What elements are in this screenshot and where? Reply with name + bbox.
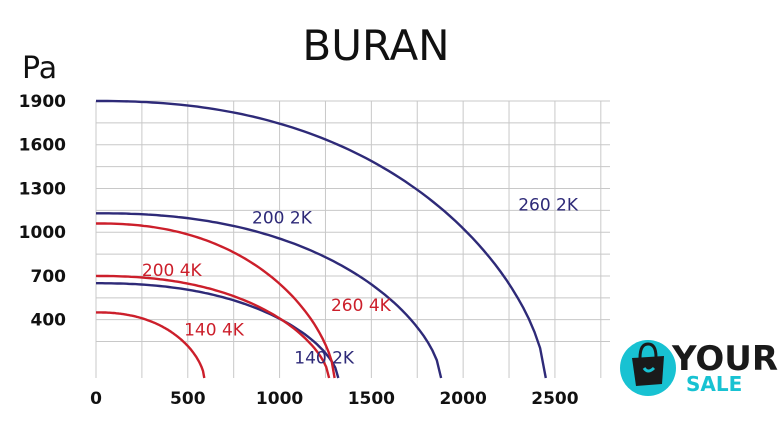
x-tick-label: 0	[90, 389, 102, 409]
series-curve	[96, 282, 340, 379]
x-tick-label: 1500	[348, 389, 395, 409]
curves	[95, 99, 547, 379]
series-label: 200 4K	[142, 261, 203, 281]
y-tick-label: 400	[31, 311, 67, 331]
y-tick-label: 1300	[19, 179, 66, 199]
series-curve	[95, 274, 331, 379]
y-axis-unit: Pa	[22, 51, 57, 86]
x-tick-label: 2500	[531, 389, 578, 409]
yoursale-logo: YOUR SALE	[620, 339, 778, 396]
logo-word-sale: SALE	[686, 372, 742, 396]
series-curve	[96, 311, 206, 379]
y-tick-label: 700	[31, 267, 67, 287]
series-label: 200 2K	[252, 208, 313, 228]
series-label: 140 4K	[184, 321, 245, 341]
series-label: 260 4K	[331, 296, 392, 316]
x-tick-label: 500	[170, 389, 206, 409]
chart-title: BURAN	[302, 21, 449, 70]
series-label: 140 2K	[294, 348, 355, 368]
x-tick-label: 1000	[256, 389, 303, 409]
series-curve	[96, 222, 336, 379]
shopping-bag-icon	[620, 340, 676, 396]
y-tick-label: 1900	[19, 92, 66, 112]
y-tick-label: 1600	[19, 136, 66, 156]
grid	[95, 100, 610, 378]
x-tick-label: 2000	[439, 389, 486, 409]
series-curve	[96, 99, 547, 379]
series-curve	[96, 212, 443, 379]
curve-labels: 260 2K 200 2K 140 2K 260 4K 200 4K 140 4K	[142, 195, 579, 368]
y-tick-label: 1000	[19, 223, 66, 243]
tick-labels: 400 700 1000 1300 1600 1900 0 500 1000 1500 2000 25…	[19, 92, 579, 409]
logo-word-your: YOUR	[671, 339, 778, 379]
series-label: 260 2K	[518, 195, 579, 215]
